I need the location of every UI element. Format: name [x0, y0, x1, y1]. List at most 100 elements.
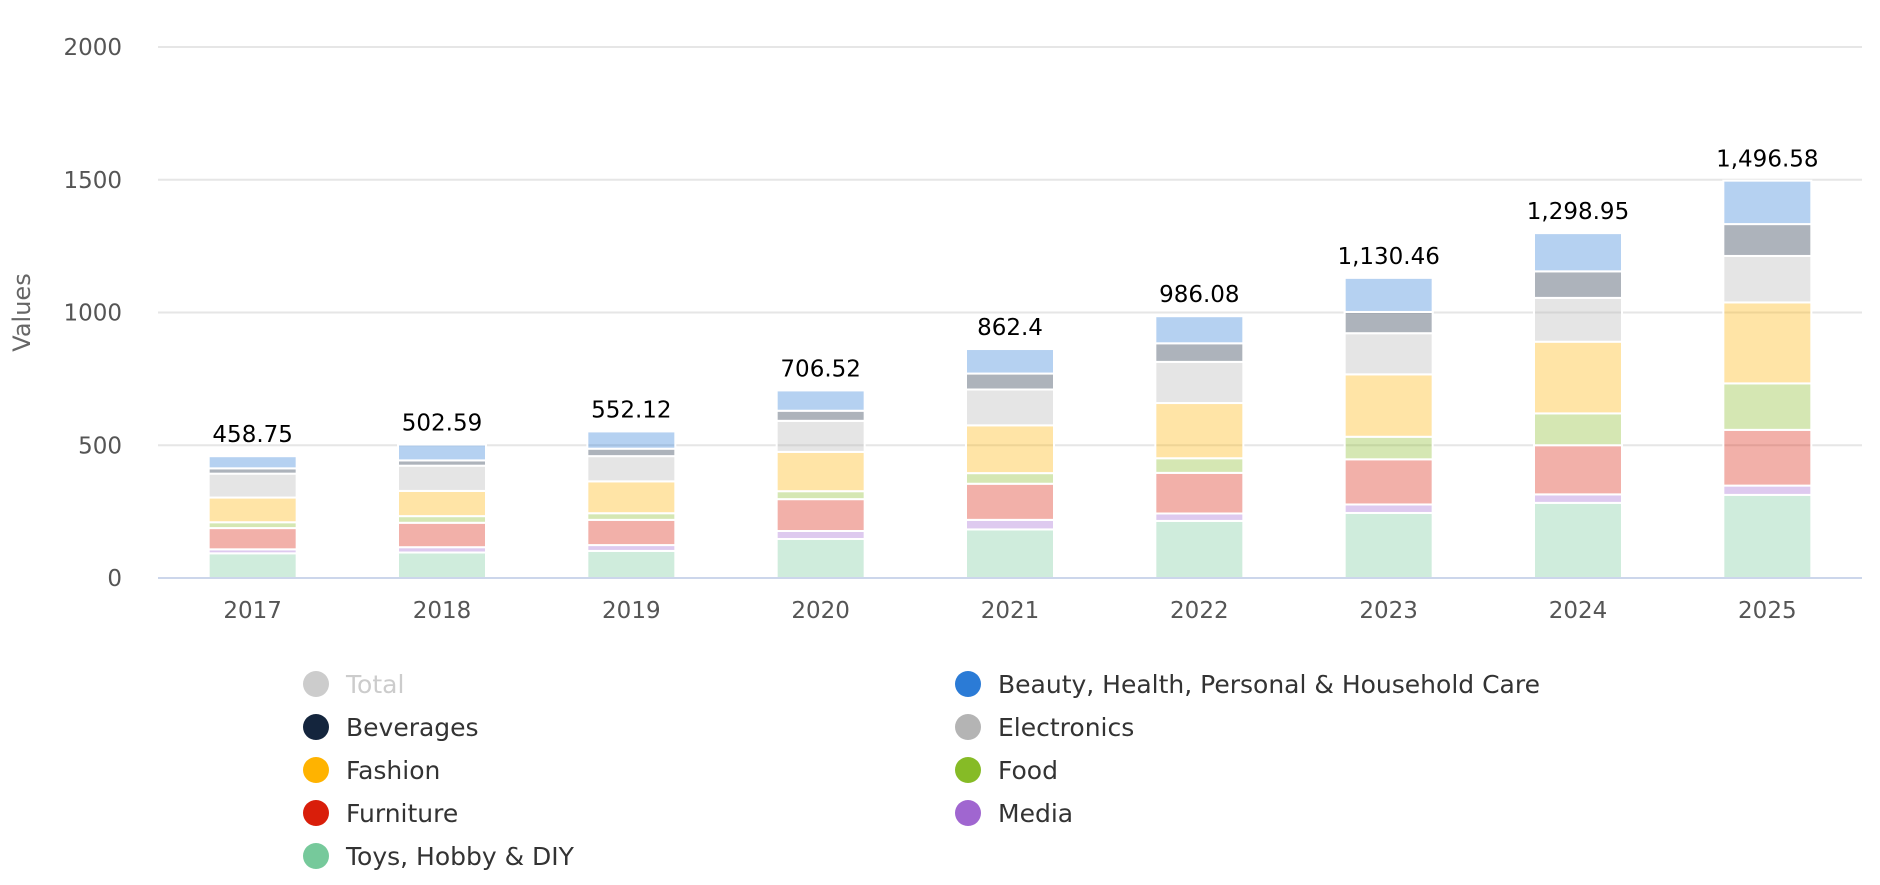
- bar-segment[interactable]: [1343, 511, 1434, 580]
- bar-segment[interactable]: [965, 482, 1055, 521]
- bar-segment[interactable]: [965, 424, 1055, 475]
- bar-segment[interactable]: [207, 472, 298, 499]
- bar-segment[interactable]: [586, 447, 677, 458]
- bar-segment[interactable]: [1533, 412, 1623, 447]
- bar-segment[interactable]: [1722, 223, 1813, 257]
- bars: [207, 179, 1813, 580]
- bar-segment[interactable]: [1533, 493, 1623, 504]
- bar-segment[interactable]: [775, 537, 866, 579]
- bar-segment[interactable]: [1343, 503, 1434, 514]
- legend-item[interactable]: Electronics: [955, 713, 1134, 742]
- bar-segment[interactable]: [775, 409, 866, 422]
- bar-segment[interactable]: [965, 388, 1055, 427]
- legend-item[interactable]: Toys, Hobby & DIY: [303, 842, 575, 871]
- x-tick-label: 2019: [602, 598, 661, 624]
- bar-segment[interactable]: [1154, 471, 1245, 515]
- total-data-label: 552.12: [591, 397, 671, 423]
- bar-segment[interactable]: [965, 348, 1055, 375]
- x-tick-label: 2017: [223, 598, 282, 624]
- bar-segment[interactable]: [775, 530, 866, 540]
- bar-segment[interactable]: [207, 496, 298, 524]
- bar-segment[interactable]: [1722, 179, 1813, 226]
- legend-marker: [303, 800, 329, 826]
- bar-segment[interactable]: [1722, 428, 1813, 487]
- bar-segment[interactable]: [1722, 301, 1813, 385]
- bar-segment[interactable]: [1343, 435, 1434, 461]
- bar-segment[interactable]: [1722, 254, 1813, 304]
- bar-segment[interactable]: [586, 455, 677, 483]
- bar-segment[interactable]: [775, 498, 866, 533]
- x-tick-label: 2024: [1549, 598, 1608, 624]
- legend-item[interactable]: Furniture: [303, 799, 458, 828]
- bar-segment[interactable]: [1154, 402, 1245, 460]
- bar-segment[interactable]: [965, 472, 1055, 485]
- legend-item[interactable]: Beverages: [303, 713, 479, 742]
- bar-segment[interactable]: [1722, 382, 1813, 431]
- legend-item[interactable]: Media: [955, 799, 1073, 828]
- legend-label: Beauty, Health, Personal & Household Car…: [998, 670, 1540, 699]
- bar-segment[interactable]: [207, 455, 298, 470]
- x-tick-label: 2025: [1738, 598, 1797, 624]
- bar-segment[interactable]: [1154, 519, 1245, 579]
- bar-segment[interactable]: [1343, 373, 1434, 438]
- bar-segment[interactable]: [965, 372, 1055, 391]
- bar-segment[interactable]: [586, 430, 677, 450]
- bar-segment[interactable]: [397, 551, 487, 580]
- bar-segment[interactable]: [1154, 342, 1245, 363]
- legend-label: Media: [998, 799, 1073, 828]
- legend-marker: [303, 757, 329, 783]
- bar-segment[interactable]: [207, 552, 298, 579]
- total-data-label: 706.52: [780, 356, 860, 382]
- total-data-label: 1,130.46: [1337, 244, 1439, 270]
- bar-segment[interactable]: [1154, 360, 1245, 405]
- total-data-label: 862.4: [977, 315, 1043, 341]
- legend-marker: [955, 757, 981, 783]
- x-tick-label: 2020: [791, 598, 850, 624]
- total-data-label: 502.59: [402, 411, 482, 437]
- bar-segment[interactable]: [586, 480, 677, 515]
- bar-segment[interactable]: [1154, 512, 1245, 522]
- legend-marker: [303, 714, 329, 740]
- bar-segment[interactable]: [775, 419, 866, 453]
- bar-segment[interactable]: [965, 518, 1055, 531]
- legend-label: Furniture: [346, 799, 458, 828]
- bar-segment[interactable]: [1343, 458, 1434, 506]
- legend-marker: [303, 843, 329, 869]
- bar-segment[interactable]: [586, 549, 677, 580]
- bar-segment[interactable]: [1343, 310, 1434, 335]
- legend-marker: [303, 671, 329, 697]
- bar-segment[interactable]: [397, 464, 487, 492]
- legend-item[interactable]: Beauty, Health, Personal & Household Car…: [955, 670, 1540, 699]
- bar-segment[interactable]: [1154, 457, 1245, 474]
- bar-segment[interactable]: [775, 389, 866, 412]
- bar-segment[interactable]: [1343, 276, 1434, 313]
- bar-segment[interactable]: [1533, 296, 1623, 343]
- y-tick-label: 1500: [63, 168, 122, 194]
- bar-segment[interactable]: [1533, 232, 1623, 273]
- bar-segment[interactable]: [1722, 493, 1813, 579]
- total-data-label: 1,298.95: [1527, 199, 1629, 225]
- legend-item[interactable]: Food: [955, 756, 1058, 785]
- bar-segment[interactable]: [1533, 444, 1623, 496]
- bar-segment[interactable]: [586, 518, 677, 547]
- bar-segment[interactable]: [775, 450, 866, 493]
- legend-marker: [955, 671, 981, 697]
- bar-segment[interactable]: [1533, 270, 1623, 299]
- bar-segment[interactable]: [1533, 340, 1623, 415]
- bar-segment[interactable]: [1154, 315, 1245, 345]
- y-tick-label: 2000: [63, 35, 122, 61]
- bar-segment[interactable]: [207, 527, 298, 551]
- bar-segment[interactable]: [965, 528, 1055, 580]
- bar-segment[interactable]: [397, 443, 487, 462]
- bar-segment[interactable]: [775, 490, 866, 501]
- bar-segment[interactable]: [397, 489, 487, 518]
- bar-segment[interactable]: [1722, 484, 1813, 496]
- bar-segment[interactable]: [397, 521, 487, 549]
- legend-item[interactable]: Total: [303, 670, 404, 699]
- bar-segment[interactable]: [1533, 501, 1623, 579]
- legend-item[interactable]: Fashion: [303, 756, 440, 785]
- bar-segment[interactable]: [1343, 332, 1434, 376]
- legend-label: Electronics: [998, 713, 1134, 742]
